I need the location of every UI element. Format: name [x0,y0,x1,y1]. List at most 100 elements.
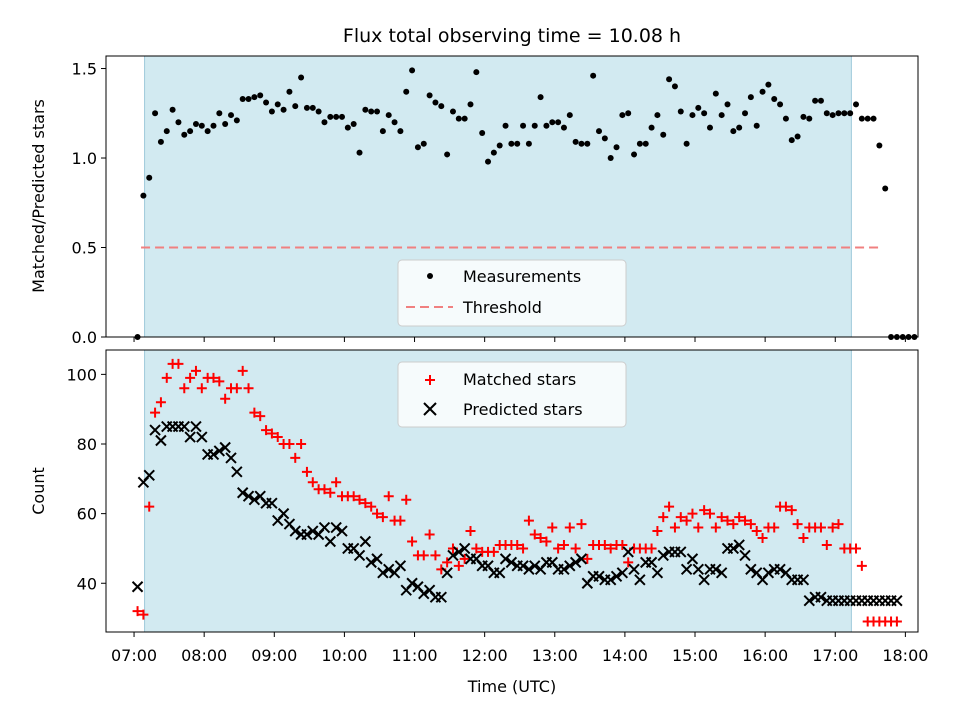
measurement-point [444,151,451,158]
predicted-star-point [231,466,243,478]
matched-star-point [564,522,575,533]
legend-measurements-label: Measurements [463,267,581,286]
predicted-star-point [675,546,687,558]
measurement-point [853,101,860,108]
matched-star-point [465,526,476,537]
matched-star-point [377,512,388,523]
measurement-point [385,112,392,119]
predicted-star-point [242,490,255,502]
measurement-point [718,112,725,119]
matched-star-point [383,491,394,502]
measurement-point [549,119,556,126]
bottom-legend: Matched stars Predicted stars [397,361,627,428]
predicted-star-point [593,570,605,583]
measurement-point [198,122,205,129]
measurement-point [414,144,421,151]
matched-star-point [208,372,219,383]
matched-star-point [266,428,277,439]
predicted-star-point [523,563,535,576]
x-tick-label: 10:00 [321,646,367,665]
predicted-star-point [365,556,377,569]
matched-star-point [541,536,552,547]
matched-star-point [891,616,902,627]
x-tick-label: 09:00 [251,646,297,665]
predicted-star-point [680,563,693,576]
predicted-star-point [710,563,722,576]
y-tick-label: 60 [77,505,97,524]
matched-star-point [237,365,248,376]
predicted-star-point [739,549,751,562]
measurement-point [169,106,176,113]
measurement-point [210,122,217,129]
matched-star-point [529,529,540,540]
matched-star-point [740,515,751,526]
measurement-point [286,88,293,95]
predicted-star-point [277,507,290,520]
y-tick-label: 1.0 [72,149,97,168]
measurement-point [467,101,474,108]
matched-star-point [512,539,523,550]
measurement-point [788,137,795,144]
predicted-star-point [733,539,745,551]
matched-star-point [780,501,791,512]
matched-star-point [155,397,166,408]
matched-star-point [190,365,201,376]
measurement-point [420,140,427,147]
predicted-star-point [891,594,903,607]
measurement-point [858,115,865,122]
predicted-star-point [266,497,278,509]
measurement-point [870,115,877,122]
measurement-point [344,124,351,131]
measurement-point [222,121,229,128]
matched-star-point [161,372,172,383]
measurement-point [566,112,573,119]
bottom-panel: 40 60 80 100 07:00 08:00 09:00 10:00 11:00 12:00… [29,349,928,696]
measurement-point [724,101,731,108]
predicted-star-point [604,574,617,586]
measurement-point [181,131,188,138]
matched-star-point [582,553,593,564]
matched-star-point [272,432,283,443]
measurement-point [175,119,182,126]
matched-star-point [331,477,342,488]
predicted-star-point [517,560,529,572]
matched-star-point [138,609,149,620]
predicted-star-point [698,574,710,586]
x-tick-label: 15:00 [672,646,718,665]
matched-star-point [366,501,377,512]
matched-star-point [214,376,225,387]
predicted-star-point [622,546,634,558]
predicted-star-point [236,487,249,499]
measurement-point [473,69,480,76]
matched-star-point [348,491,359,502]
top-legend-box [397,259,627,327]
matched-star-point [284,439,295,449]
predicted-star-point [645,556,658,569]
x-tick-label: 13:00 [532,646,578,665]
predicted-star-point [336,525,348,537]
measurement-point [800,113,807,120]
matched-star-point [728,519,739,530]
measurement-point [555,119,562,126]
predicted-star-point [564,560,576,572]
measurement-point [263,99,270,106]
bottom-legend-box [397,361,627,428]
measurement-point [228,112,235,119]
matched-star-point [827,522,838,533]
measurement-point [671,83,678,90]
measurement-point [502,122,509,129]
matched-star-point [319,484,330,495]
x-axis-label: Time (UTC) [467,677,556,696]
matched-star-point [623,557,634,568]
matched-star-point [617,539,628,550]
measurement-point [806,115,813,122]
measurement-point [321,119,328,126]
predicted-star-point [318,521,331,534]
measurement-point [876,142,883,149]
predicted-star-point [505,556,518,569]
measurement-point [397,128,404,135]
measurement-point [730,128,737,135]
matched-star-point [395,515,406,526]
measurement-point [642,140,649,147]
matched-star-point [699,505,710,516]
